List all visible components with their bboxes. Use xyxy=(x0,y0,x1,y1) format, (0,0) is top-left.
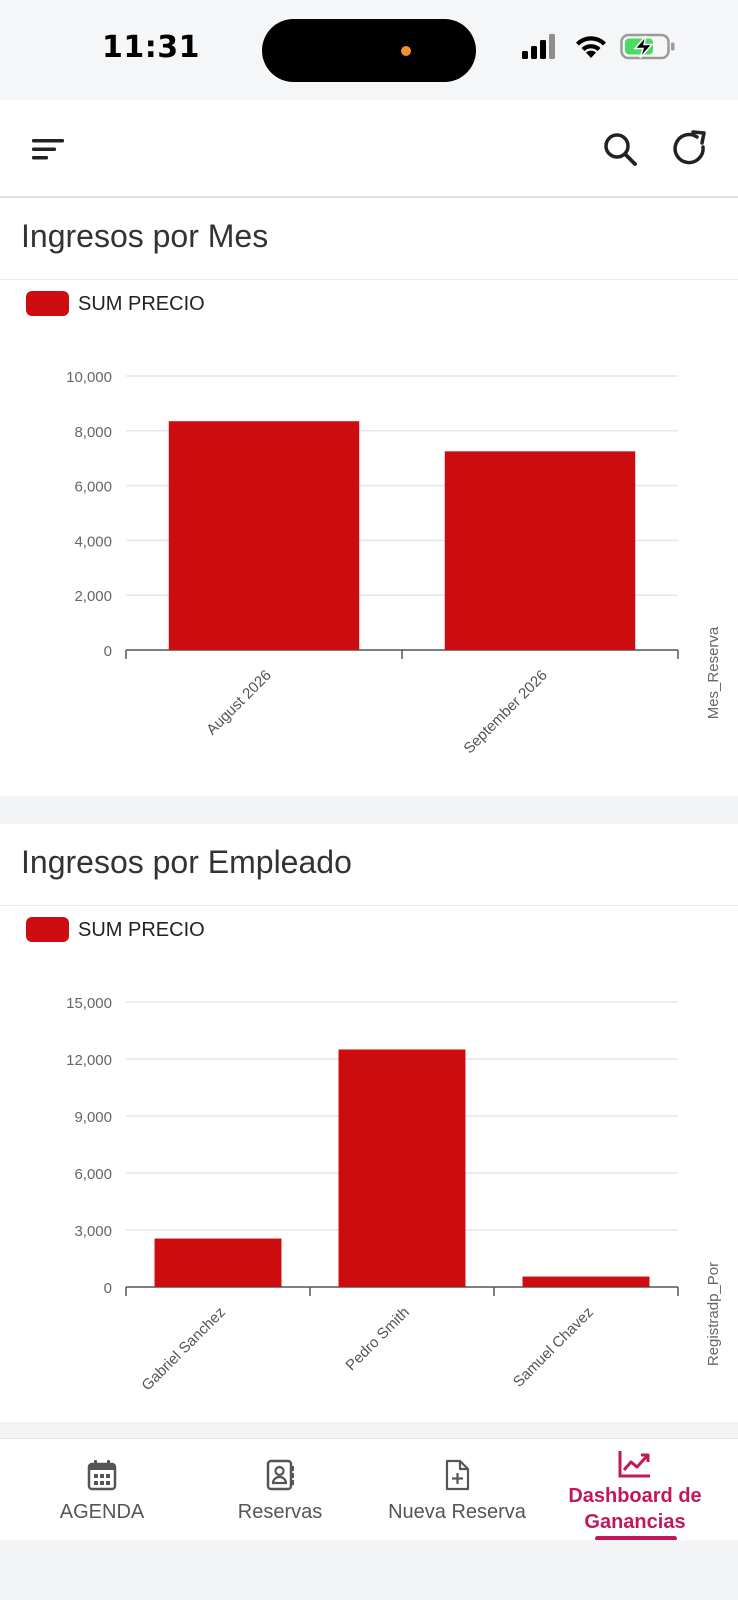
bar xyxy=(154,1238,282,1287)
chart-card-ingresos-empleado: Ingresos por Empleado SUM PRECIO 0 3,000 6… xyxy=(0,824,738,1422)
app-bar xyxy=(0,100,738,198)
y-tick-label: 0 xyxy=(104,1280,112,1297)
status-time: 11:31 xyxy=(102,30,200,65)
legend-swatch xyxy=(26,917,69,942)
x-axis-title: Mes_Reserva xyxy=(705,626,722,719)
nav-label-line1: Dashboard de xyxy=(568,1485,702,1507)
x-tick-label: Pedro Smith xyxy=(342,1304,412,1374)
x-tick-label: Gabriel Sanchez xyxy=(138,1304,228,1394)
nav-label: AGENDA xyxy=(59,1501,145,1523)
nav-label-line2: Ganancias xyxy=(584,1511,686,1533)
refresh-button[interactable] xyxy=(671,129,711,169)
calendar-icon xyxy=(87,1460,117,1491)
bar xyxy=(338,1049,466,1287)
chart-card-ingresos-mes: Ingresos por Mes SUM PRECIO 0 2,000 4,000 6… xyxy=(0,198,738,796)
bar xyxy=(444,451,636,650)
bottom-navigation: AGENDA Reservas Nueva Reserva Dashboard … xyxy=(0,1438,738,1541)
x-tick-label: August 2026 xyxy=(203,667,275,739)
x-tick-label: September 2026 xyxy=(460,667,550,757)
y-tick-label: 0 xyxy=(104,643,112,660)
y-tick-label: 6,000 xyxy=(74,1166,112,1183)
search-icon xyxy=(604,133,637,166)
y-tick-label: 8,000 xyxy=(74,424,112,441)
y-tick-label: 2,000 xyxy=(74,588,112,605)
legend-label: SUM PRECIO xyxy=(78,919,205,941)
search-button[interactable] xyxy=(600,129,640,169)
y-tick-label: 4,000 xyxy=(74,533,112,550)
y-tick-label: 6,000 xyxy=(74,479,112,496)
wifi-icon xyxy=(576,36,606,58)
file-plus-icon xyxy=(445,1459,470,1491)
y-tick-label: 15,000 xyxy=(66,995,112,1012)
y-tick-label: 3,000 xyxy=(74,1223,112,1240)
card-title: Ingresos por Empleado xyxy=(0,824,738,906)
legend-label: SUM PRECIO xyxy=(78,293,205,315)
menu-button[interactable] xyxy=(28,129,68,169)
nav-label: Nueva Reserva xyxy=(388,1501,526,1523)
active-tab-indicator xyxy=(595,1536,677,1541)
x-tick-label: Samuel Chavez xyxy=(510,1304,597,1391)
status-bar: 11:31 xyxy=(0,0,738,100)
bar xyxy=(168,421,360,650)
nav-label: Reservas xyxy=(237,1501,323,1523)
contacts-book-icon xyxy=(266,1459,294,1491)
y-tick-label: 9,000 xyxy=(74,1109,112,1126)
cellular-signal-icon xyxy=(522,34,555,59)
home-indicator-area xyxy=(0,1540,738,1600)
privacy-indicator-dot xyxy=(401,46,411,56)
x-axis-title: Registradp_Por xyxy=(705,1262,722,1366)
bar-chart-ingresos-empleado: 0 3,000 6,000 9,000 12,000 15,000 Gabriel Sanc… xyxy=(66,995,722,1394)
bar-chart-ingresos-mes: 0 2,000 4,000 6,000 8,000 10,000 August 2026 Se… xyxy=(66,369,722,757)
nav-item-nueva-reserva[interactable]: Nueva Reserva xyxy=(367,1439,547,1541)
legend-swatch xyxy=(26,291,69,316)
nav-item-reservas[interactable]: Reservas xyxy=(190,1439,370,1541)
refresh-icon xyxy=(673,130,706,165)
y-tick-label: 10,000 xyxy=(66,369,112,386)
y-tick-label: 12,000 xyxy=(66,1052,112,1069)
card-title: Ingresos por Mes xyxy=(0,198,738,280)
bar xyxy=(522,1276,650,1287)
nav-item-dashboard-ganancias[interactable]: Dashboard de Ganancias xyxy=(545,1439,725,1541)
dynamic-island xyxy=(262,19,476,82)
trending-up-icon xyxy=(618,1451,650,1478)
nav-item-agenda[interactable]: AGENDA xyxy=(12,1439,192,1541)
menu-icon xyxy=(32,139,64,160)
battery-charging-icon xyxy=(620,33,675,60)
